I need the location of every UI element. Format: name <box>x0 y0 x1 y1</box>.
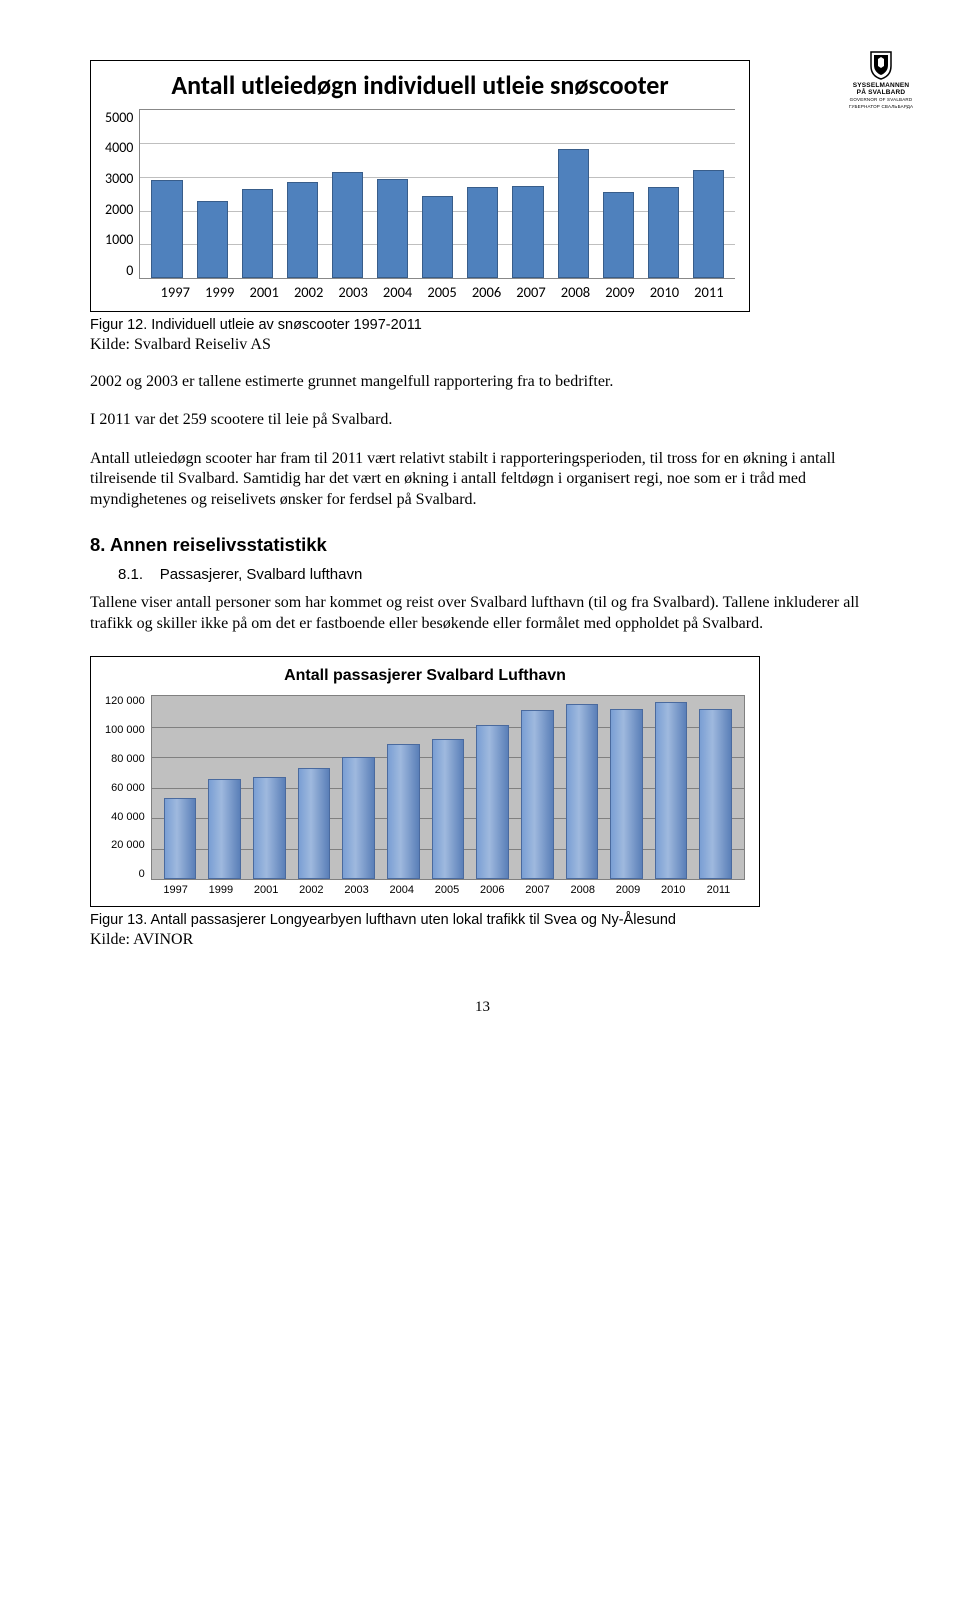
y-tick-label: 5000 <box>105 109 133 126</box>
chart-2-box: Antall passasjerer Svalbard Lufthavn 120… <box>90 656 760 907</box>
x-tick-label: 2001 <box>242 283 286 301</box>
page: SYSSELMANNEN PÅ SVALBARD GOVERNOR OF SVA… <box>0 0 960 1056</box>
chart-1-bars <box>140 110 735 278</box>
y-tick-label: 4000 <box>105 139 133 156</box>
bar <box>610 709 643 880</box>
x-tick-label: 2002 <box>289 884 334 896</box>
bar <box>476 725 509 879</box>
bar <box>242 189 273 278</box>
figure-13-source: Kilde: AVINOR <box>90 931 875 949</box>
x-tick-label: 2001 <box>243 884 288 896</box>
figure-13-caption: Figur 13. Antall passasjerer Longyearbye… <box>90 911 875 929</box>
bar <box>298 768 331 879</box>
section-8-heading: 8. Annen reiselivsstatistikk <box>90 534 875 556</box>
x-tick-label: 2007 <box>509 283 553 301</box>
logo-block: SYSSELMANNEN PÅ SVALBARD GOVERNOR OF SVA… <box>842 50 920 110</box>
x-tick-label: 2004 <box>379 884 424 896</box>
x-tick-label: 2008 <box>553 283 597 301</box>
x-tick-label: 1997 <box>153 884 198 896</box>
paragraph-1: 2002 og 2003 er tallene estimerte grunne… <box>90 372 875 392</box>
y-tick-label: 100 000 <box>105 724 145 736</box>
bar <box>151 180 182 277</box>
x-tick-label: 2011 <box>687 283 731 301</box>
chart-2-title: Antall passasjerer Svalbard Lufthavn <box>105 667 745 685</box>
logo-line-4: ГУБЕРНАТОР СВАЛЬБАРДА <box>842 105 920 110</box>
bar <box>558 149 589 278</box>
y-tick-label: 60 000 <box>111 782 145 794</box>
x-tick-label: 2006 <box>470 884 515 896</box>
bar <box>422 196 453 278</box>
figure-12-source: Kilde: Svalbard Reiseliv AS <box>90 336 875 354</box>
bar <box>332 172 363 278</box>
paragraph-3: Antall utleiedøgn scooter har fram til 2… <box>90 449 875 510</box>
bar <box>387 744 420 880</box>
chart-2-y-axis: 120 000 100 000 80 000 60 000 40 000 20 000 0 <box>105 695 151 880</box>
bar <box>208 779 241 880</box>
bar <box>521 710 554 879</box>
chart-1-plot-area <box>139 109 735 279</box>
subsection-title: Passasjerer, Svalbard lufthavn <box>160 566 363 583</box>
logo-line-2: PÅ SVALBARD <box>842 89 920 96</box>
chart-2-plot-row: 120 000 100 000 80 000 60 000 40 000 20 000 0 <box>105 695 745 880</box>
x-tick-label: 1999 <box>197 283 241 301</box>
x-tick-label: 2005 <box>420 283 464 301</box>
chart-2-x-axis: 1997199920012002200320042005200620072008… <box>149 884 745 896</box>
y-tick-label: 40 000 <box>111 811 145 823</box>
y-tick-label: 2000 <box>105 201 133 218</box>
bar <box>342 757 375 879</box>
bar <box>377 179 408 278</box>
x-tick-label: 2010 <box>651 884 696 896</box>
subsection-number: 8.1. <box>118 566 143 583</box>
logo-text: SYSSELMANNEN PÅ SVALBARD GOVERNOR OF SVA… <box>842 82 920 110</box>
x-tick-label: 2010 <box>642 283 686 301</box>
logo-line-3: GOVERNOR OF SVALBARD <box>842 98 920 103</box>
y-tick-label: 0 <box>139 868 145 880</box>
x-tick-label: 2005 <box>424 884 469 896</box>
bar <box>655 702 688 879</box>
chart-1-x-axis: 1997199920012002200320042005200620072008… <box>149 283 735 301</box>
x-tick-label: 2008 <box>560 884 605 896</box>
x-tick-label: 2007 <box>515 884 560 896</box>
bar <box>512 186 543 278</box>
y-tick-label: 120 000 <box>105 695 145 707</box>
chart-2-bars <box>152 696 744 879</box>
bar <box>467 187 498 278</box>
y-tick-label: 1000 <box>105 231 133 248</box>
chart-1-plot-row: 5000 4000 3000 2000 1000 0 <box>105 109 735 279</box>
chart-2-plot-area <box>151 695 745 880</box>
bar <box>253 777 286 879</box>
y-tick-label: 0 <box>126 262 133 279</box>
x-tick-label: 2003 <box>334 884 379 896</box>
bar <box>603 192 634 278</box>
x-tick-label: 2004 <box>375 283 419 301</box>
bar <box>197 201 228 278</box>
bar <box>648 187 679 278</box>
chart-1-box: Antall utleiedøgn individuell utleie snø… <box>90 60 750 312</box>
chart-1-title: Antall utleiedøgn individuell utleie snø… <box>105 71 735 101</box>
x-tick-label: 2006 <box>464 283 508 301</box>
bar <box>432 739 465 879</box>
figure-12-caption: Figur 12. Individuell utleie av snøscoot… <box>90 316 875 334</box>
x-tick-label: 1997 <box>153 283 197 301</box>
bar <box>693 170 724 278</box>
bar <box>287 182 318 278</box>
x-tick-label: 1999 <box>198 884 243 896</box>
page-number: 13 <box>90 999 875 1016</box>
x-tick-label: 2009 <box>605 884 650 896</box>
shield-icon <box>868 50 894 80</box>
x-tick-label: 2002 <box>286 283 330 301</box>
paragraph-4: Tallene viser antall personer som har ko… <box>90 593 875 634</box>
chart-1-y-axis: 5000 4000 3000 2000 1000 0 <box>105 109 139 279</box>
paragraph-2: I 2011 var det 259 scootere til leie på … <box>90 410 875 430</box>
x-tick-label: 2009 <box>598 283 642 301</box>
bar <box>164 798 197 879</box>
y-tick-label: 20 000 <box>111 839 145 851</box>
bar <box>699 709 732 880</box>
y-tick-label: 80 000 <box>111 753 145 765</box>
x-tick-label: 2003 <box>331 283 375 301</box>
bar <box>566 704 599 879</box>
subsection-8-1: 8.1. Passasjerer, Svalbard lufthavn <box>118 566 875 583</box>
x-tick-label: 2011 <box>696 884 741 896</box>
y-tick-label: 3000 <box>105 170 133 187</box>
